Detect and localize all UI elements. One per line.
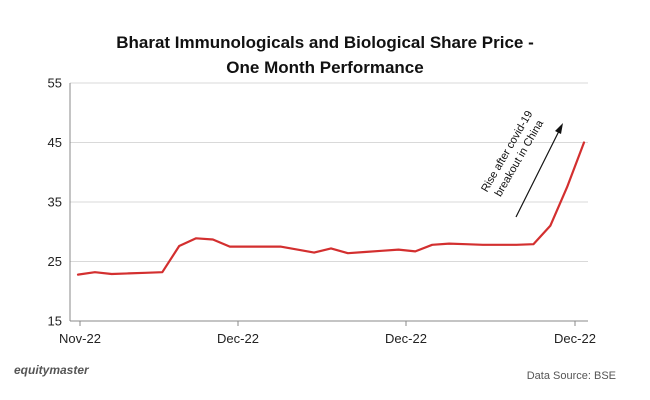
x-tick-labels: Nov-22 Dec-22 Dec-22 Dec-22	[59, 331, 596, 346]
series-layer	[76, 141, 586, 276]
chart-title: Bharat Immunologicals and Biological Sha…	[116, 33, 534, 52]
axes	[69, 83, 588, 326]
x-tick-label-0: Nov-22	[59, 331, 101, 346]
y-tick-label-45: 45	[48, 135, 62, 150]
x-tick-label-2: Dec-22	[385, 331, 427, 346]
annotation-arrow-shaft	[515, 128, 561, 218]
gridlines	[70, 82, 588, 262]
x-tick-label-1: Dec-22	[217, 331, 259, 346]
y-tick-label-55: 55	[48, 76, 62, 91]
covid-annotation: Rise after covid-19 breakout in China	[479, 109, 546, 199]
data-source: Data Source: BSE	[527, 370, 616, 382]
series-line-0	[76, 141, 586, 276]
y-tick-label-25: 25	[48, 254, 62, 269]
y-tick-labels: 15 25 35 45 55	[48, 76, 62, 329]
chart-subtitle: One Month Performance	[226, 58, 423, 77]
annotation-arrow-head	[555, 123, 563, 134]
brand-logo: equitymaster	[14, 363, 90, 377]
y-tick-label-35: 35	[48, 195, 62, 210]
y-tick-label-15: 15	[48, 314, 62, 329]
x-tick-label-3: Dec-22	[554, 331, 596, 346]
